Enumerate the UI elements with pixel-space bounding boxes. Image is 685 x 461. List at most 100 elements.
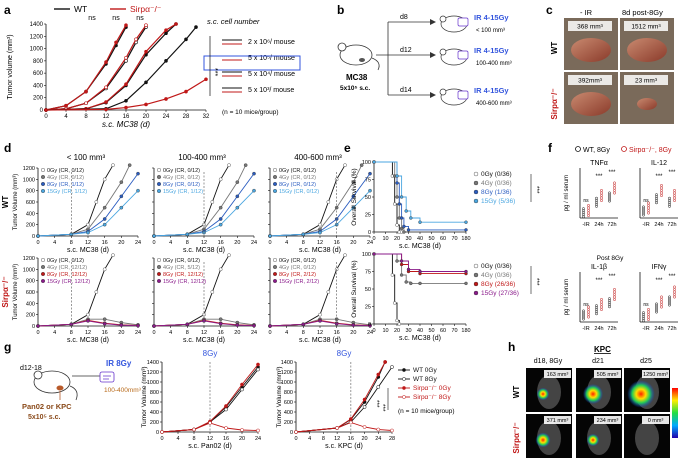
f-point-sirpa bbox=[600, 194, 603, 197]
growth-series-line bbox=[45, 23, 177, 111]
e-legend-label: 8Gy (26/36) bbox=[481, 281, 515, 288]
f-point-sirpa bbox=[660, 295, 663, 299]
survival-line bbox=[374, 253, 400, 324]
survival-point bbox=[399, 226, 404, 231]
panel-d-letter: d bbox=[4, 141, 11, 155]
d-legend-label: 4Gy (CR, 5/12) bbox=[163, 265, 200, 271]
dose-series-line bbox=[269, 190, 371, 237]
h-col-title: d18, 8Gy bbox=[534, 358, 563, 365]
x-tick-label: 30 bbox=[405, 328, 411, 334]
e-legend-label: 4Gy (0/36) bbox=[481, 272, 512, 279]
survival-point bbox=[402, 230, 406, 234]
f-point-wt bbox=[655, 199, 658, 203]
d-legend-label: 8Gy (CR, 12/12) bbox=[163, 272, 203, 278]
irradiation-icon bbox=[457, 90, 469, 100]
h-row-sirpa: Sirpα⁻/⁻ bbox=[512, 422, 521, 453]
h-col-title: d25 bbox=[640, 358, 652, 365]
dose-point bbox=[326, 200, 331, 204]
f-point-wt bbox=[668, 204, 671, 208]
f-point-sirpa bbox=[613, 290, 616, 294]
x-tick-label: 8 bbox=[302, 240, 305, 246]
g-legend-label: WT 0Gy bbox=[413, 367, 437, 374]
f-point-sirpa bbox=[660, 305, 663, 309]
f-point-wt bbox=[582, 215, 585, 219]
d-legend-marker bbox=[41, 265, 46, 270]
f-point-sirpa bbox=[613, 189, 616, 192]
d-legend-label: 15Gy (CR, 2/12) bbox=[279, 279, 319, 285]
biolum-volume-box bbox=[642, 370, 669, 378]
ns-label: ns bbox=[112, 15, 120, 22]
panel-c-letter: c bbox=[546, 3, 553, 17]
f-x-cat: -IR bbox=[582, 222, 589, 228]
dose-point bbox=[351, 180, 356, 184]
growth-point bbox=[124, 98, 128, 103]
x-tick-label: 0 bbox=[372, 236, 375, 242]
dose-point bbox=[102, 205, 107, 210]
f-point-sirpa bbox=[587, 315, 590, 319]
d-row-sirpa: Sirpα⁻/⁻ bbox=[1, 276, 10, 307]
x-tick-label: 24 bbox=[251, 240, 257, 246]
e-legend-marker bbox=[473, 290, 479, 296]
e-legend-marker bbox=[473, 198, 479, 204]
growth-point bbox=[174, 22, 178, 26]
f-point-wt bbox=[642, 315, 645, 319]
survival-point bbox=[393, 301, 397, 305]
x-tick-label: 4 bbox=[53, 330, 56, 336]
x-tick-label: 24 bbox=[367, 240, 373, 246]
biolum-volume: 1250 mm³ bbox=[643, 372, 668, 378]
e-legend-marker bbox=[473, 180, 479, 186]
g-point bbox=[390, 365, 394, 369]
x-tick-label: 20 bbox=[362, 436, 368, 442]
g-days: d12-18 bbox=[20, 365, 42, 372]
g-legend-marker bbox=[402, 377, 406, 381]
g-point bbox=[362, 425, 367, 429]
biolum-signal bbox=[583, 384, 603, 404]
f-point-sirpa bbox=[587, 204, 590, 207]
y-tick-label: 50 bbox=[365, 195, 371, 201]
y-tick-label: 200 bbox=[26, 313, 35, 319]
panel-g-letter: g bbox=[4, 340, 11, 354]
y-tick-label: 600 bbox=[284, 400, 293, 406]
f-y-label: pg / ml serum bbox=[564, 175, 570, 211]
mouse-illustration-g bbox=[33, 370, 78, 401]
f-point-wt bbox=[582, 213, 585, 217]
d-legend-label: 8Gy (CR, 1/12) bbox=[47, 182, 84, 188]
y-tick-label: 1200 bbox=[281, 370, 293, 376]
d-y-label: Tumor Volume (mm³) bbox=[13, 264, 19, 320]
f-x-cat: 24h bbox=[654, 326, 663, 332]
d-legend-label: 0Gy (CR, 0/12) bbox=[163, 168, 200, 174]
x-tick-label: 12 bbox=[207, 436, 213, 442]
g-point bbox=[240, 382, 244, 387]
f-point-wt bbox=[642, 209, 645, 213]
dose-point bbox=[218, 205, 223, 210]
tumor-shape bbox=[571, 92, 611, 116]
color-scale-bar bbox=[672, 388, 678, 438]
e-legend-label: 15Gy (27/36) bbox=[481, 290, 519, 297]
survival-point bbox=[409, 216, 413, 220]
survival-point bbox=[372, 160, 376, 164]
y-tick-label: 400 bbox=[284, 410, 293, 416]
panel-h-letter: h bbox=[508, 340, 515, 354]
branch-day: d12 bbox=[400, 47, 412, 54]
d-legend-marker bbox=[41, 174, 46, 179]
growth-point bbox=[124, 23, 128, 28]
panel-a-letter: a bbox=[4, 3, 11, 17]
f-point-wt bbox=[642, 205, 645, 209]
survival-point bbox=[395, 174, 399, 178]
survival-point bbox=[418, 269, 422, 274]
f-point-wt bbox=[582, 315, 585, 319]
f-point-wt bbox=[608, 199, 611, 203]
survival-point bbox=[393, 202, 397, 206]
survival-line bbox=[374, 161, 466, 223]
survival-point bbox=[399, 195, 404, 199]
dose-point bbox=[119, 180, 124, 184]
f-point-sirpa bbox=[600, 298, 603, 301]
f-point-wt bbox=[608, 303, 611, 307]
panel-f-letter: f bbox=[548, 141, 553, 155]
growth-point bbox=[164, 28, 168, 32]
f-point-sirpa bbox=[647, 313, 650, 316]
dose-label: 5 x 10³/ mouse bbox=[248, 87, 294, 94]
dose-point bbox=[368, 323, 372, 328]
growth-point bbox=[164, 31, 168, 36]
